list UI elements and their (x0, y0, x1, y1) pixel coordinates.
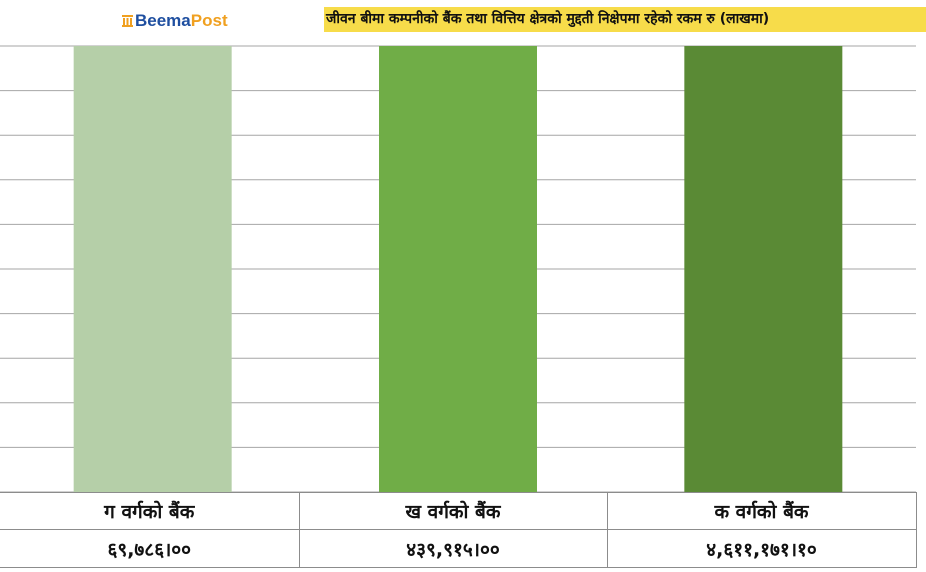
value-label: ६९,७८६।०० (0, 529, 300, 568)
beema-post-logo[interactable]: BeemaPost (122, 10, 228, 32)
bar (684, 46, 843, 492)
bar (379, 46, 537, 492)
value-label: ४,६११,१७१।१० (606, 529, 917, 568)
building-icon (122, 15, 133, 27)
category-label: ग वर्गको बैंक (0, 492, 300, 530)
header: BeemaPost जीवन बीमा कम्पनीको बैंक तथा वि… (0, 0, 926, 46)
logo-text-beema: Beema (135, 11, 191, 30)
category-label: ख वर्गको बैंक (298, 492, 608, 530)
category-row: ग वर्गको बैंक ख वर्गको बैंक क वर्गको बैं… (0, 492, 917, 530)
bars (73, 46, 843, 492)
bar-chart (0, 45, 916, 492)
chart-title: जीवन बीमा कम्पनीको बैंक तथा वित्तिय क्षे… (324, 7, 926, 32)
bar (73, 46, 232, 492)
data-table: ग वर्गको बैंक ख वर्गको बैंक क वर्गको बैं… (0, 492, 917, 568)
logo-text-post: Post (190, 11, 228, 30)
value-row: ६९,७८६।०० ४३९,९१५।०० ४,६११,१७१।१० (0, 529, 917, 568)
category-label: क वर्गको बैंक (606, 492, 917, 530)
value-label: ४३९,९१५।०० (298, 529, 608, 568)
